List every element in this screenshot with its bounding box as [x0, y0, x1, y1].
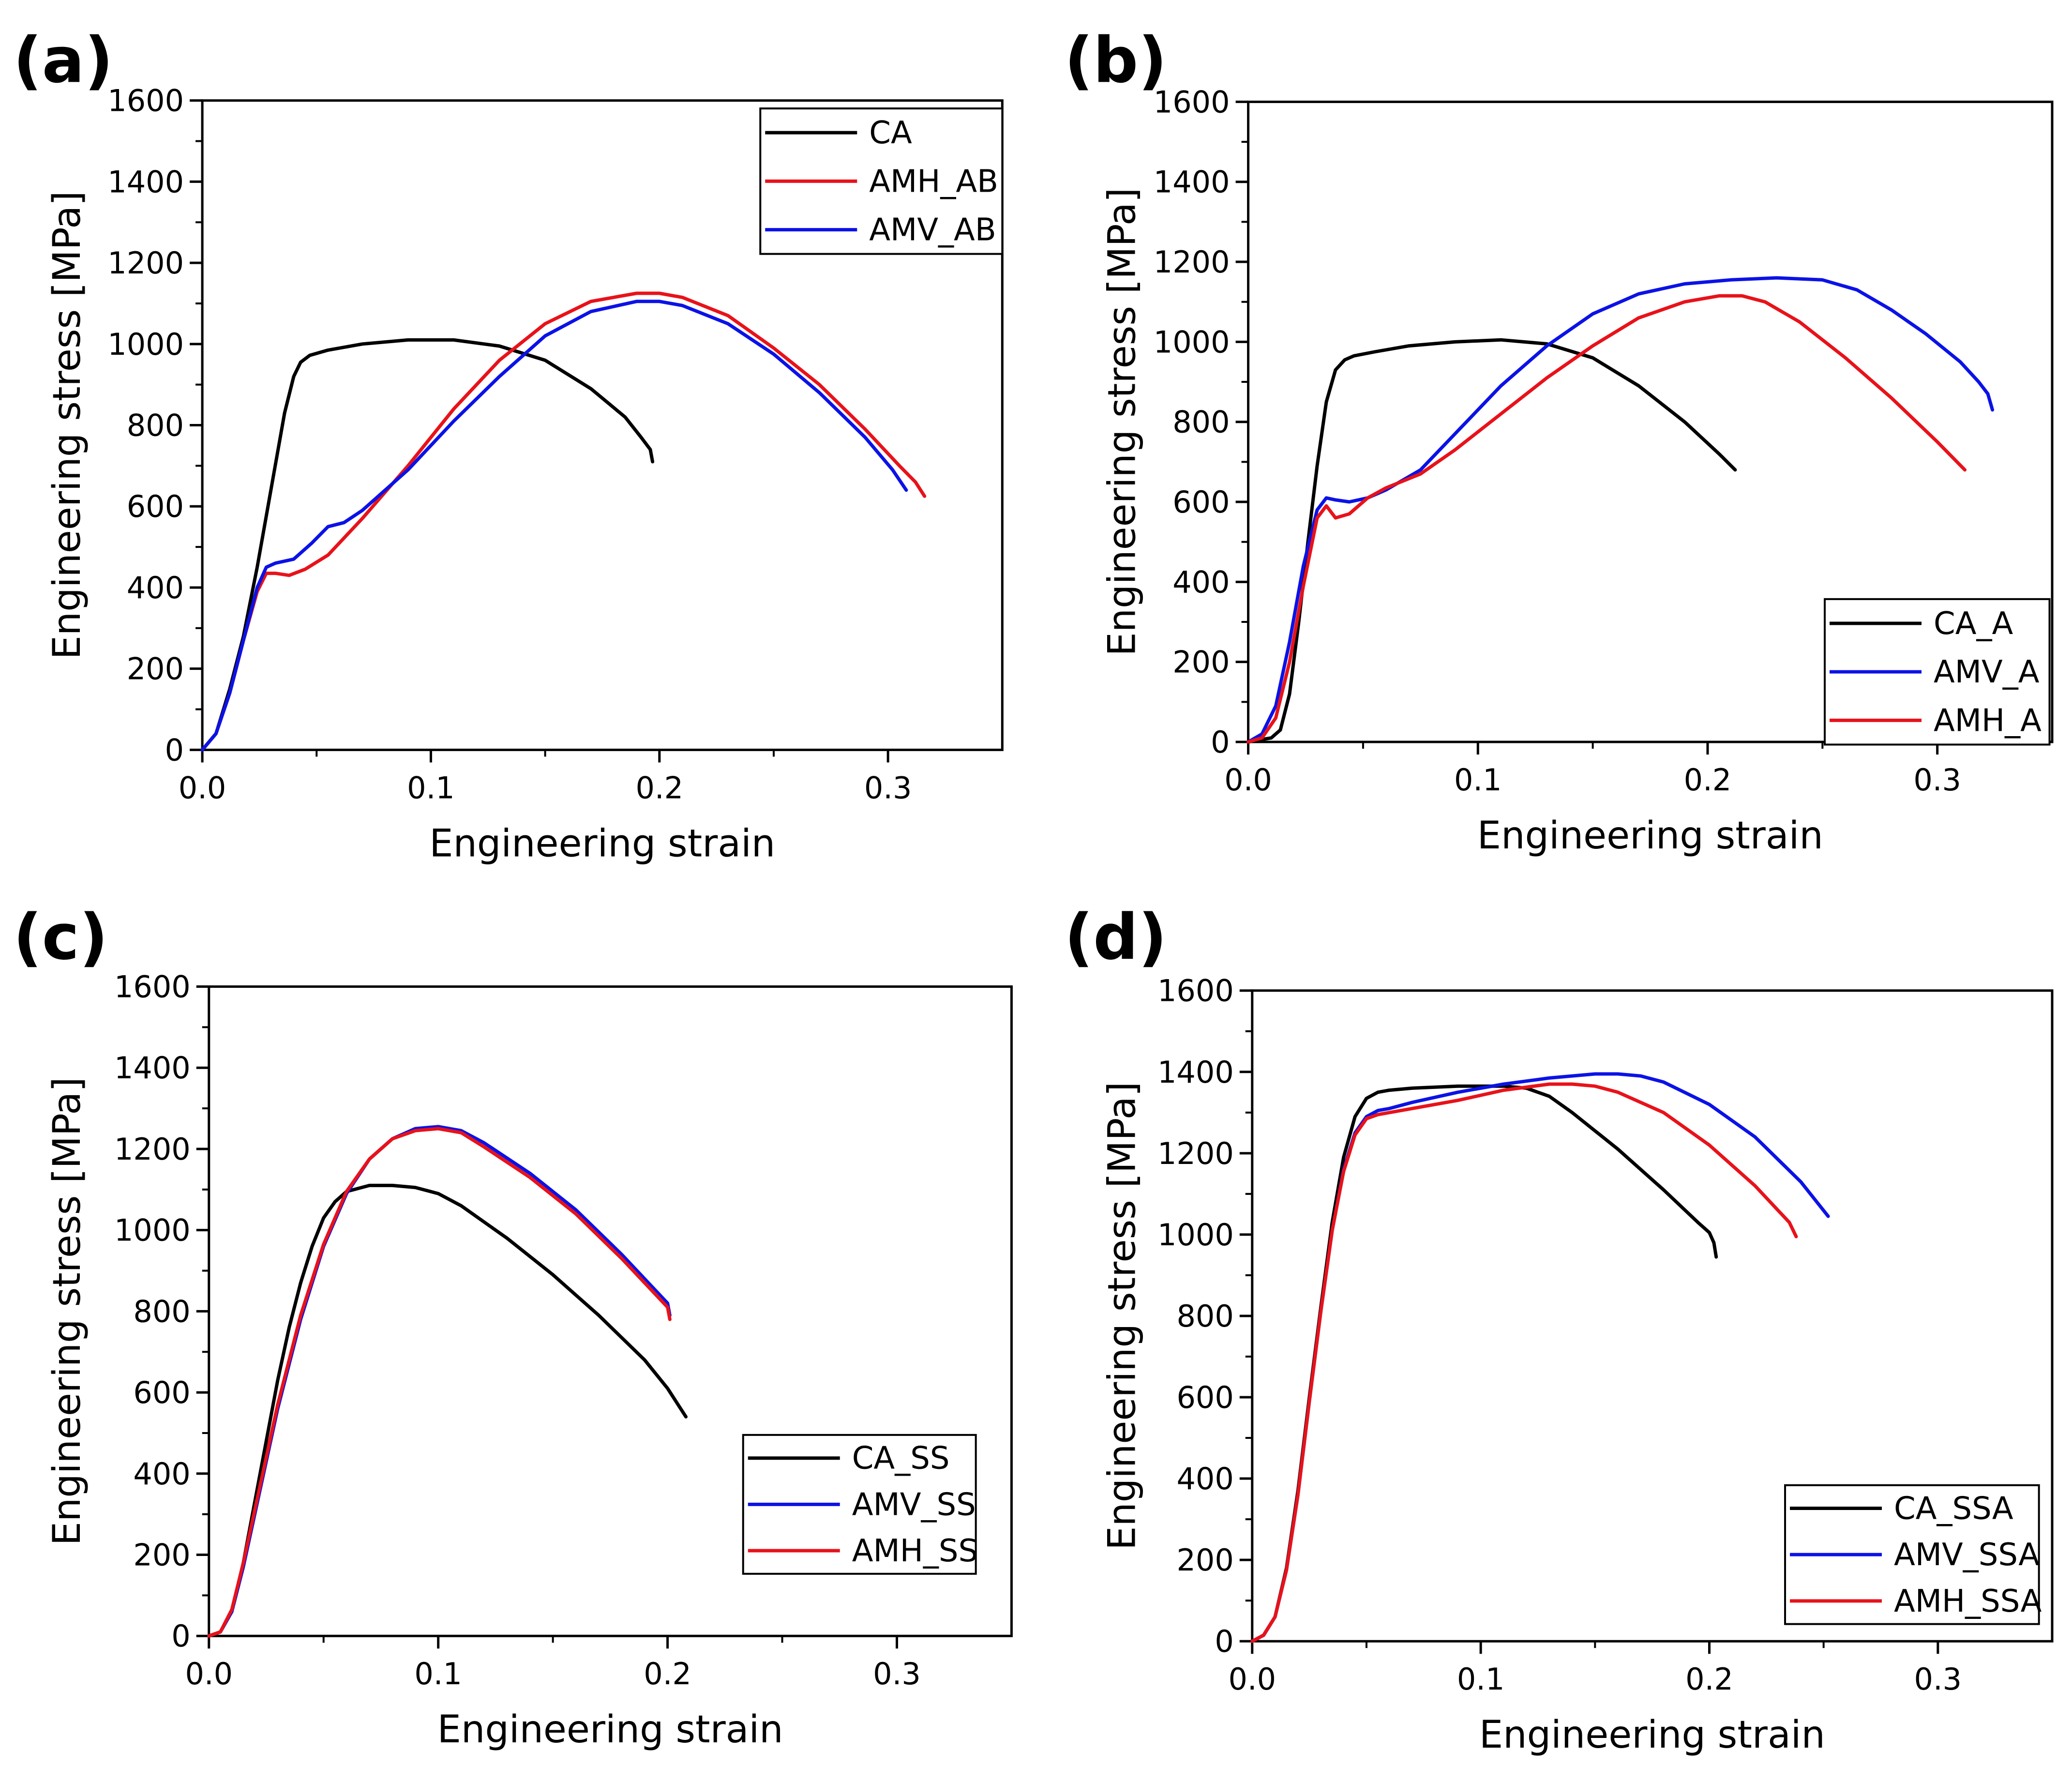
legend-entry: AMV_SS	[852, 1487, 976, 1523]
x-tick-label: 0.3	[873, 1656, 921, 1691]
panel-label: (a)	[13, 23, 113, 97]
panel-label: (b)	[1065, 23, 1167, 97]
panel-label: (c)	[13, 900, 108, 974]
y-tick-label: 1600	[114, 969, 191, 1005]
y-tick-label: 1000	[1157, 1217, 1234, 1253]
y-tick-label: 1400	[1157, 1055, 1234, 1090]
x-tick-label: 0.2	[1685, 1661, 1733, 1697]
chart-panel-3: (d) 0 200 400 600 800 1000 1200 1400 1600 0.0 0.1 0.…	[1065, 900, 2054, 1757]
legend-entry: CA	[869, 115, 912, 151]
panel-label: (d)	[1065, 900, 1167, 974]
series-line-ca-ssa	[1250, 1084, 1718, 1643]
chart-panel-0: (a) 0 200 400 600 800 1000 1200 1400 1600 0.0 0.1 0.…	[13, 23, 1004, 865]
y-tick-label: 400	[1172, 564, 1230, 600]
y-tick-label: 400	[133, 1456, 190, 1492]
series-line-amv-ssa	[1250, 1072, 1830, 1643]
y-tick-label: 200	[133, 1538, 190, 1573]
y-tick-label: 1000	[1154, 324, 1230, 360]
y-tick-label: 600	[1172, 484, 1230, 520]
series-line-amh-a	[1246, 294, 1967, 744]
y-tick-label: 1200	[114, 1132, 191, 1167]
y-tick-label: 1600	[1154, 84, 1230, 120]
y-tick-label: 0	[165, 732, 184, 768]
x-tick-label: 0.2	[1684, 762, 1732, 798]
y-axis-title: Engineering stress [MPa]	[1100, 188, 1144, 656]
y-tick-label: 200	[127, 651, 184, 687]
legend-entry: AMH_SS	[852, 1533, 978, 1569]
y-tick-label: 1400	[107, 164, 184, 199]
x-tick-label: 0.0	[185, 1656, 233, 1691]
y-tick-label: 1400	[114, 1050, 191, 1086]
series-line-amh-ab	[200, 291, 927, 752]
y-tick-label: 1600	[1157, 973, 1234, 1009]
x-tick-label: 0.3	[1913, 762, 1961, 798]
y-tick-label: 1200	[107, 245, 184, 281]
series-line-ca-a	[1246, 338, 1737, 744]
y-tick-label: 1600	[107, 83, 184, 119]
y-tick-label: 0	[1211, 725, 1230, 760]
x-tick-label: 0.1	[414, 1656, 462, 1691]
legend-entry: AMV_AB	[869, 212, 996, 248]
x-tick-label: 0.0	[179, 770, 226, 805]
legend-entry: AMH_SSA	[1894, 1584, 2042, 1619]
x-axis-title: Engineering strain	[1479, 1713, 1825, 1757]
y-axis-title: Engineering stress [MPa]	[45, 191, 89, 660]
y-tick-label: 800	[1176, 1299, 1233, 1334]
y-tick-label: 800	[1172, 405, 1230, 440]
x-tick-label: 0.2	[635, 770, 683, 805]
x-tick-label: 0.2	[644, 1656, 691, 1691]
legend-entry: AMV_SSA	[1894, 1537, 2040, 1573]
chart-panel-2: (c) 0 200 400 600 800 1000 1200 1400 1600 0.0 0.1 0.…	[13, 900, 1013, 1752]
y-tick-label: 1000	[107, 327, 184, 362]
legend-entry: CA_SS	[852, 1441, 950, 1477]
series-line-ca	[200, 338, 655, 752]
x-tick-label: 0.0	[1228, 1661, 1276, 1697]
legend-entry: AMH_AB	[869, 164, 998, 199]
legend-entry: CA_SSA	[1894, 1491, 2013, 1527]
y-tick-label: 1200	[1157, 1136, 1234, 1171]
series-line-amv-ab	[200, 300, 908, 752]
y-tick-label: 200	[1176, 1542, 1233, 1578]
x-axis-title: Engineering strain	[437, 1708, 783, 1752]
series-line-amv-a	[1246, 276, 1995, 744]
y-axis-title: Engineering stress [MPa]	[1100, 1082, 1144, 1550]
y-tick-label: 200	[1172, 645, 1230, 680]
series-line-amh-ssa	[1250, 1082, 1798, 1643]
x-tick-label: 0.1	[407, 770, 455, 805]
legend-entry: AMH_A	[1934, 703, 2042, 739]
x-tick-label: 0.0	[1224, 762, 1272, 798]
x-tick-label: 0.1	[1454, 762, 1502, 798]
y-tick-label: 1000	[114, 1213, 191, 1248]
x-tick-label: 0.3	[1914, 1661, 1962, 1697]
y-tick-label: 600	[127, 489, 184, 524]
y-tick-label: 800	[127, 408, 184, 443]
y-axis-title: Engineering stress [MPa]	[45, 1077, 89, 1545]
legend-entry: AMV_A	[1934, 654, 2040, 690]
y-tick-label: 600	[133, 1375, 190, 1410]
y-tick-label: 600	[1176, 1380, 1233, 1415]
chart-panel-1: (b) 0 200 400 600 800 1000 1200 1400 1600 0.0 0.1 0.…	[1065, 23, 2054, 858]
legend-entry: CA_A	[1934, 606, 2013, 642]
x-axis-title: Engineering strain	[429, 822, 775, 865]
y-tick-label: 0	[171, 1618, 190, 1654]
x-axis-title: Engineering strain	[1477, 814, 1823, 858]
series-line-amh-ss	[207, 1127, 672, 1638]
y-tick-label: 1400	[1154, 165, 1230, 200]
y-tick-label: 800	[133, 1294, 190, 1329]
y-tick-label: 400	[127, 570, 184, 605]
y-tick-label: 1200	[1154, 244, 1230, 280]
y-tick-label: 0	[1215, 1624, 1233, 1659]
x-tick-label: 0.3	[864, 770, 912, 805]
x-tick-label: 0.1	[1457, 1661, 1505, 1697]
y-tick-label: 400	[1176, 1461, 1233, 1496]
